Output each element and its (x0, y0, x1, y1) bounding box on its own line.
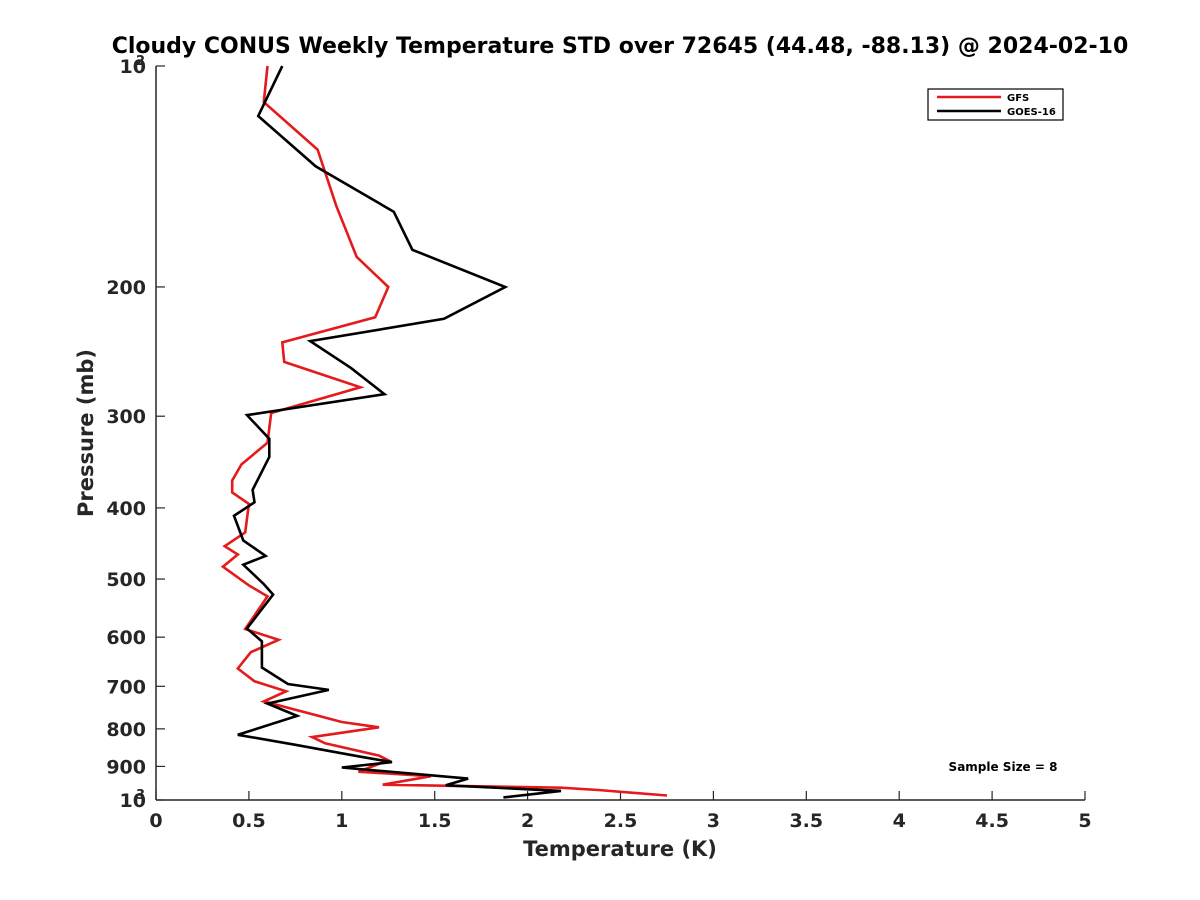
y-tick-label: 500 (106, 569, 146, 591)
x-tick-label: 3.5 (789, 810, 823, 832)
y-tick-label: 600 (106, 627, 146, 649)
y-tick-label: 800 (106, 719, 146, 741)
series-line-goes16 (232, 65, 562, 799)
x-tick-label: 1 (335, 810, 348, 832)
series-line-gfs (220, 65, 668, 797)
x-tick-label: 2 (521, 810, 534, 832)
x-tick-label: 0.5 (232, 810, 266, 832)
x-tick-label: 4 (893, 810, 906, 832)
axis-ticks: 0 0.5 1 1.5 2 2.5 3 3.5 4 4.5 51022003004005006007… (106, 54, 1091, 832)
x-tick-label: 0 (149, 810, 162, 832)
plot-axes (155, 66, 1085, 801)
y-axis-label: Pressure (mb) (74, 349, 98, 517)
y-tick-label-exponent: 3 (136, 788, 145, 803)
y-tick-label-exponent: 2 (136, 54, 145, 69)
x-tick-label: 2.5 (604, 810, 638, 832)
y-tick-label: 10 (120, 790, 146, 812)
x-axis-label: Temperature (K) (523, 837, 717, 861)
legend-label-gfs: GFS (1007, 93, 1029, 104)
x-tick-label: 4.5 (975, 810, 1009, 832)
legend-box (927, 88, 1064, 121)
legend: GFS GOES-16 (927, 88, 1064, 121)
y-tick-label: 400 (106, 498, 146, 520)
y-tick-label: 300 (106, 406, 146, 428)
x-tick-label: 3 (707, 810, 720, 832)
y-tick-label: 900 (106, 756, 146, 778)
series-lines (220, 65, 668, 799)
y-tick-label: 700 (106, 676, 146, 698)
y-tick-label: 10 (120, 56, 146, 78)
sample-size-annotation: Sample Size = 8 (949, 760, 1058, 774)
y-tick-label: 200 (106, 277, 146, 299)
x-tick-label: 5 (1078, 810, 1091, 832)
legend-label-goes16: GOES-16 (1007, 107, 1056, 118)
chart-title: Cloudy CONUS Weekly Temperature STD over… (112, 34, 1129, 59)
x-tick-label: 1.5 (418, 810, 452, 832)
